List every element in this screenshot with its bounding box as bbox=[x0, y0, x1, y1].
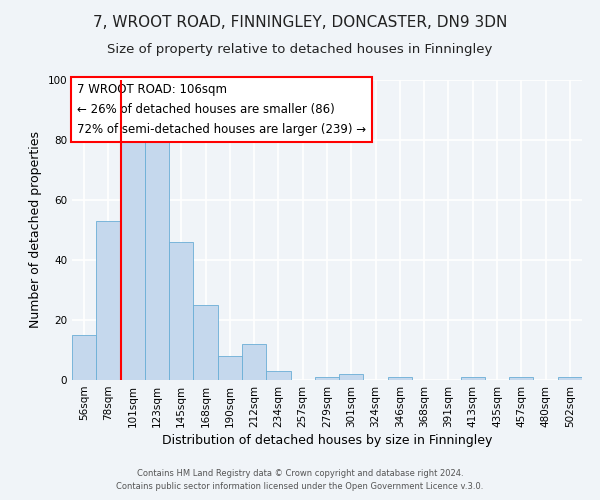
Bar bbox=[509, 377, 533, 380]
Bar bbox=[96, 221, 121, 380]
Bar bbox=[558, 377, 582, 380]
Bar bbox=[242, 344, 266, 380]
Text: Size of property relative to detached houses in Finningley: Size of property relative to detached ho… bbox=[107, 42, 493, 56]
Bar bbox=[315, 377, 339, 380]
Bar bbox=[169, 242, 193, 380]
Bar bbox=[218, 356, 242, 380]
Bar bbox=[193, 305, 218, 380]
Bar bbox=[388, 377, 412, 380]
Bar bbox=[266, 371, 290, 380]
Y-axis label: Number of detached properties: Number of detached properties bbox=[29, 132, 42, 328]
Text: 7, WROOT ROAD, FINNINGLEY, DONCASTER, DN9 3DN: 7, WROOT ROAD, FINNINGLEY, DONCASTER, DN… bbox=[93, 15, 507, 30]
Text: Contains public sector information licensed under the Open Government Licence v.: Contains public sector information licen… bbox=[116, 482, 484, 491]
Bar bbox=[461, 377, 485, 380]
Bar bbox=[339, 374, 364, 380]
Bar bbox=[145, 128, 169, 380]
X-axis label: Distribution of detached houses by size in Finningley: Distribution of detached houses by size … bbox=[162, 434, 492, 447]
Bar bbox=[72, 335, 96, 380]
Text: 7 WROOT ROAD: 106sqm
← 26% of detached houses are smaller (86)
72% of semi-detac: 7 WROOT ROAD: 106sqm ← 26% of detached h… bbox=[77, 83, 366, 136]
Text: Contains HM Land Registry data © Crown copyright and database right 2024.: Contains HM Land Registry data © Crown c… bbox=[137, 468, 463, 477]
Bar bbox=[121, 134, 145, 380]
